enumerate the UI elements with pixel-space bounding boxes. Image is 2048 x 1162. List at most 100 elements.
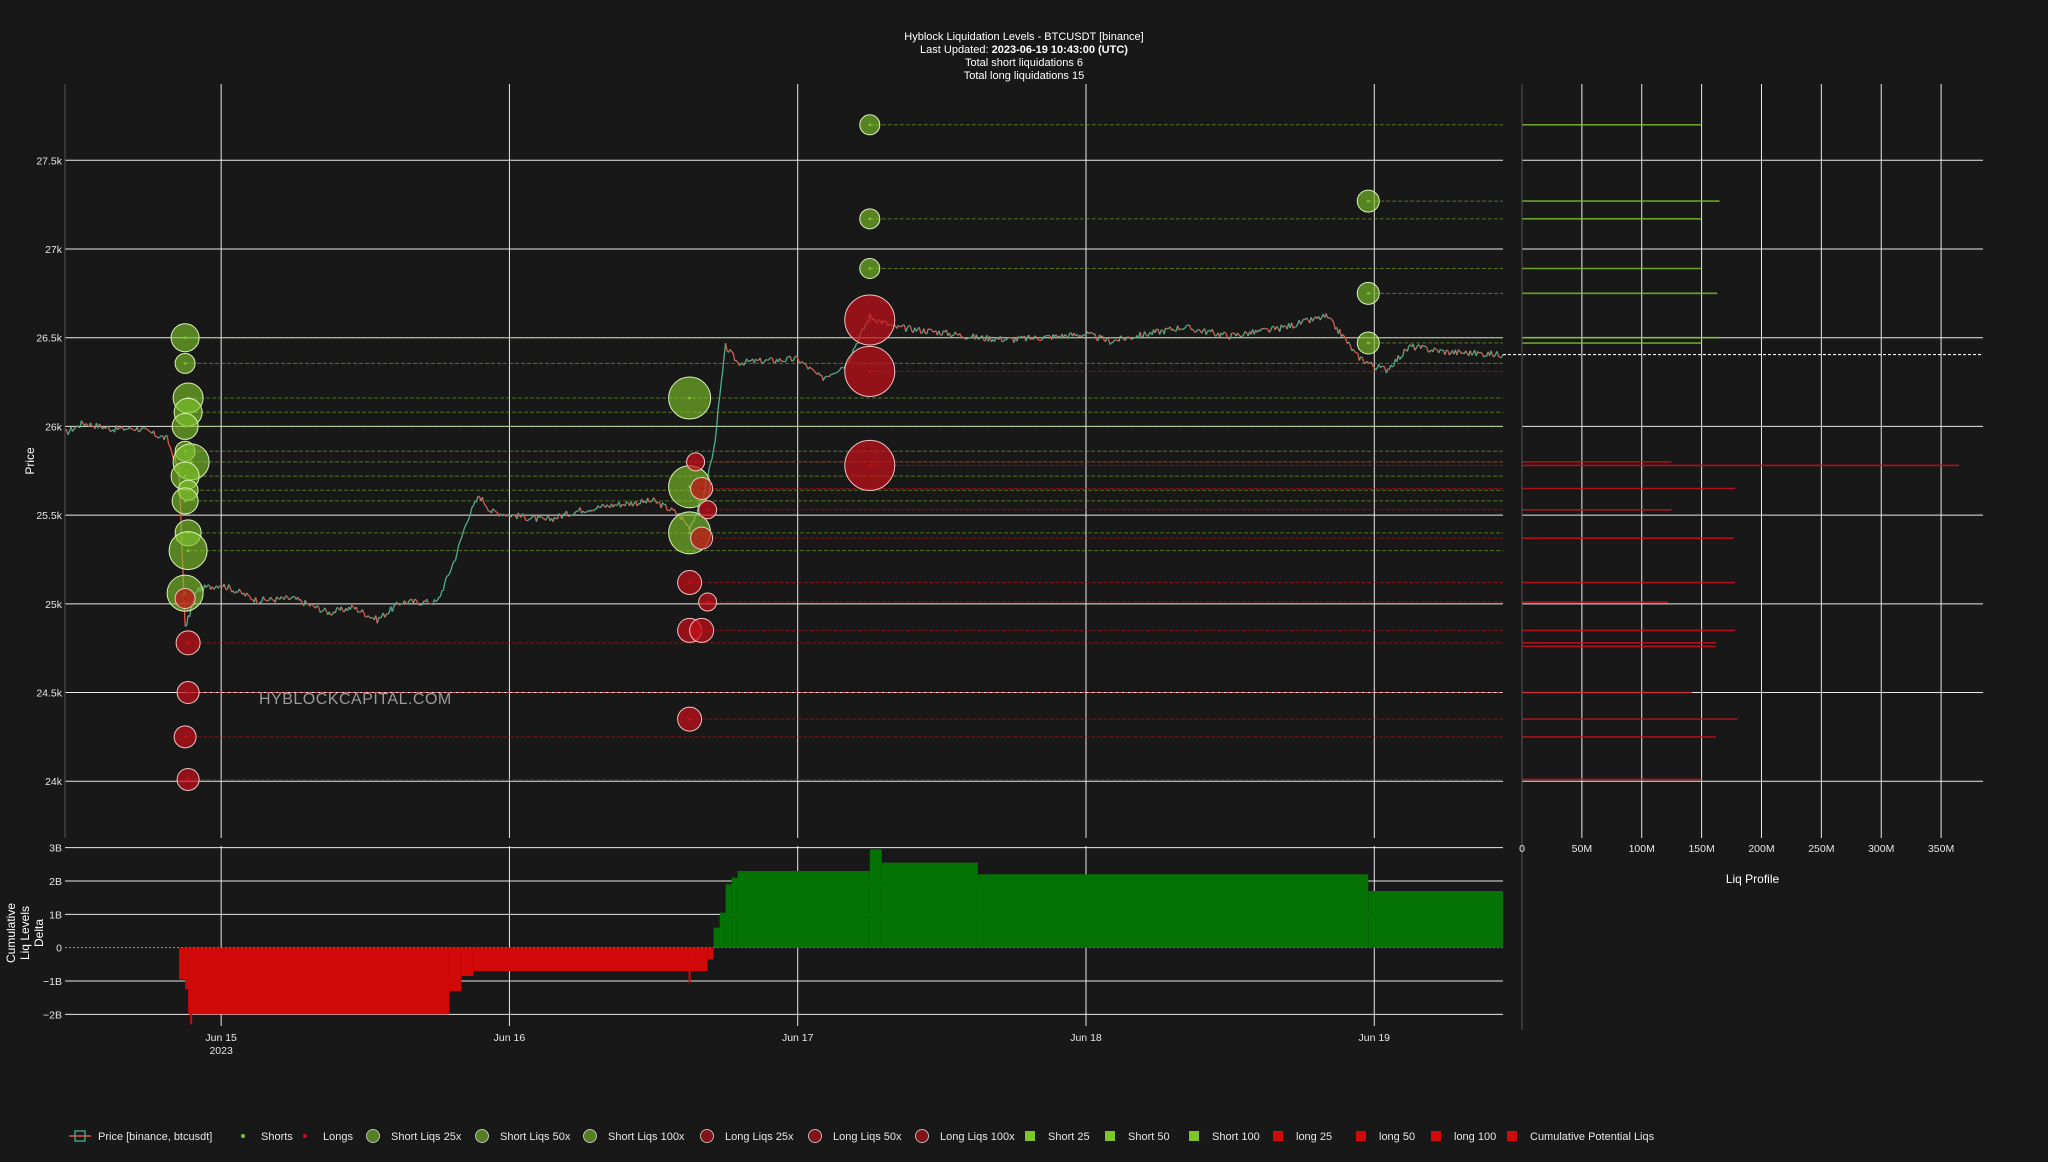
short-dot xyxy=(186,410,190,414)
legend-item: Short Liqs 100x xyxy=(583,1129,685,1143)
profile-axis-title: Liq Profile xyxy=(1726,872,1780,886)
short-dot xyxy=(183,474,187,478)
profile-tick-label: 250M xyxy=(1808,843,1834,855)
date-tick-label: Jun 18 xyxy=(1070,1032,1102,1044)
profile-tick-label: 200M xyxy=(1748,843,1774,855)
legend-item: Longs xyxy=(303,1131,353,1143)
delta-axis-title-line: Delta xyxy=(32,919,46,947)
delta-negative-step xyxy=(449,947,462,991)
legend-item: Long Liqs 100x xyxy=(915,1129,1015,1143)
long-dot xyxy=(688,717,692,721)
legend-item: Cumulative Potential Liqs xyxy=(1507,1131,1655,1143)
long-dot xyxy=(186,641,190,645)
legend-item: Short Liqs 50x xyxy=(475,1129,571,1143)
price-line-down xyxy=(65,313,1501,627)
legend-item: Price [binance, btcusdt] xyxy=(69,1130,212,1143)
price-tick-label: 24.5k xyxy=(36,688,62,700)
short-dot xyxy=(688,531,692,535)
legend-swatch xyxy=(1273,1131,1283,1141)
profile-tick-label: 100M xyxy=(1629,843,1655,855)
short-dot xyxy=(183,362,187,365)
short-dot xyxy=(1366,291,1370,295)
short-dot xyxy=(183,425,187,428)
legend-label: Long Liqs 100x xyxy=(940,1131,1015,1143)
legend-label: Cumulative Potential Liqs xyxy=(1530,1131,1655,1143)
legend-swatch xyxy=(700,1129,714,1143)
title-line-1: Hyblock Liquidation Levels - BTCUSDT [bi… xyxy=(904,31,1143,43)
cumulative-delta-plot xyxy=(65,846,1503,1026)
long-dot xyxy=(688,581,692,584)
date-tick-label: Jun 17 xyxy=(782,1032,814,1044)
short-dot xyxy=(868,217,872,221)
liq-profile-plot xyxy=(1522,84,1983,838)
price-tick-label: 25k xyxy=(45,599,63,611)
short-dot xyxy=(1366,199,1370,203)
last-updated-label: Last Updated: xyxy=(920,44,992,56)
legend-swatch xyxy=(241,1134,245,1138)
price-tick-label: 24k xyxy=(45,776,63,788)
delta-tick-label: −1B xyxy=(43,976,62,988)
legend-label: long 25 xyxy=(1296,1131,1332,1143)
delta-negative-step xyxy=(188,947,450,1015)
legend-swatch xyxy=(583,1129,597,1143)
legend-swatch xyxy=(74,1130,86,1142)
delta-tick-label: −2B xyxy=(43,1009,62,1021)
last-updated-value: 2023-06-19 10:43:00 (UTC) xyxy=(992,44,1129,56)
long-dot xyxy=(186,778,190,781)
legend-item: Long Liqs 25x xyxy=(700,1129,794,1143)
legend-item: Short 25 xyxy=(1025,1131,1090,1143)
price-tick-label: 25.5k xyxy=(36,510,62,522)
legend-label: Long Liqs 50x xyxy=(833,1131,902,1143)
long-dot xyxy=(183,597,187,600)
delta-positive-step xyxy=(737,871,870,948)
legend-label: long 50 xyxy=(1379,1131,1415,1143)
title-line-2: Last Updated: 2023-06-19 10:43:00 (UTC) xyxy=(920,44,1128,56)
legend-swatch xyxy=(303,1134,307,1138)
legend-label: Shorts xyxy=(261,1131,293,1143)
delta-positive-step xyxy=(725,884,732,948)
profile-tick-label: 0 xyxy=(1519,843,1525,855)
legend-swatch xyxy=(1507,1131,1517,1141)
short-dot xyxy=(868,123,872,127)
delta-axis-title-line: Liq Levels xyxy=(18,906,32,960)
legend-label: Short 50 xyxy=(1128,1131,1170,1143)
legend-item: Short Liqs 25x xyxy=(366,1129,462,1143)
delta-tick-label: 1B xyxy=(49,909,62,921)
legend: Price [binance, btcusdt] Shorts Longs Short… xyxy=(69,1129,1655,1143)
delta-positive-step xyxy=(713,927,720,948)
long-dot xyxy=(706,600,710,604)
legend-label: long 100 xyxy=(1454,1131,1496,1143)
title-line-4: Total long liquidations 15 xyxy=(964,70,1084,82)
date-tick-label: Jun 16 xyxy=(494,1032,526,1044)
long-dot xyxy=(183,735,187,739)
long-dot xyxy=(700,629,704,632)
short-dot xyxy=(1366,341,1370,345)
price-axis-title: Price xyxy=(23,447,37,475)
legend-item: long 50 xyxy=(1356,1131,1415,1143)
price-tick-label: 26.5k xyxy=(36,333,62,345)
legend-label: Short Liqs 100x xyxy=(608,1131,685,1143)
long-dot xyxy=(700,536,704,540)
short-dot xyxy=(183,336,187,340)
delta-axis-title-line: Cumulative xyxy=(4,903,18,963)
delta-tick-label: 0 xyxy=(56,943,62,955)
short-dot xyxy=(183,499,187,503)
legend-label: Short Liqs 50x xyxy=(500,1131,571,1143)
long-dot xyxy=(186,691,190,694)
profile-tick-label: 50M xyxy=(1572,843,1592,855)
delta-negative-step xyxy=(185,947,189,990)
legend-item: long 100 xyxy=(1431,1131,1496,1143)
delta-positive-step xyxy=(719,912,726,948)
legend-label: Price [binance, btcusdt] xyxy=(98,1131,212,1143)
long-dot xyxy=(700,487,704,490)
legend-label: Short Liqs 25x xyxy=(391,1131,462,1143)
long-dot xyxy=(868,370,872,373)
legend-swatch xyxy=(1105,1131,1115,1141)
legend-label: Short 25 xyxy=(1048,1131,1090,1143)
price-line-up xyxy=(64,313,1504,627)
main-price-plot xyxy=(64,84,1983,838)
legend-label: Longs xyxy=(323,1131,353,1143)
delta-negative-step xyxy=(461,947,474,976)
